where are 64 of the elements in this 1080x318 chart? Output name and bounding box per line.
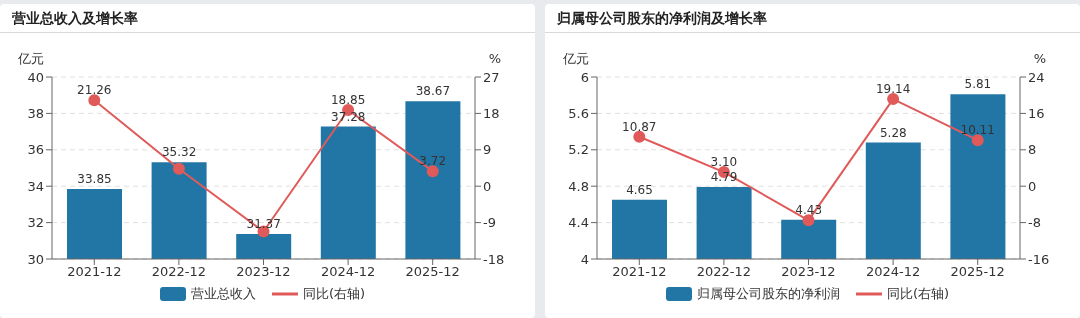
y2-axis-title: % <box>1033 51 1047 66</box>
x-tick-label: 2024-12 <box>320 264 376 280</box>
y2-tick-label: 9 <box>483 142 492 158</box>
x-tick-label: 2023-12 <box>781 264 836 280</box>
point <box>88 94 101 107</box>
y2-tick-label: 0 <box>1028 178 1037 194</box>
y2-tick-label: 16 <box>1028 106 1045 122</box>
legend-label: 同比(右轴) <box>886 285 950 303</box>
x-tick-label: 2025-12 <box>405 264 460 280</box>
point <box>971 134 984 147</box>
x-tick-label: 2025-12 <box>950 264 1005 280</box>
y2-tick-label: -8 <box>1028 215 1041 231</box>
y2-tick-label: -18 <box>483 251 505 267</box>
y2-axis-title: % <box>488 51 502 66</box>
x-tick-label: 2023-12 <box>236 264 291 280</box>
y2-tick-label: 18 <box>483 106 500 122</box>
y-tick-label: 38 <box>27 106 44 122</box>
x-tick-label: 2022-12 <box>151 264 207 280</box>
chart-title: 营业总收入及增长率 <box>0 4 535 33</box>
x-tick-label: 2024-12 <box>865 264 921 280</box>
y-tick-label: 6 <box>580 69 589 85</box>
data-label: 18.85 <box>330 92 366 107</box>
y2-tick-label: 8 <box>1028 142 1037 158</box>
y-tick-label: 40 <box>27 69 44 85</box>
y2-tick-label: 24 <box>1028 69 1045 85</box>
chart-title: 归属母公司股东的净利润及增长率 <box>545 4 1080 33</box>
legend-label: 营业总收入 <box>190 285 256 303</box>
y2-tick-label: 27 <box>483 69 500 85</box>
legend-label: 归属母公司股东的净利润 <box>696 285 840 303</box>
data-label: 19.14 <box>875 82 911 97</box>
data-label: 3.72 <box>419 154 447 169</box>
y2-tick-label: 0 <box>483 178 492 194</box>
data-label: 21.26 <box>77 83 112 98</box>
point <box>887 93 900 106</box>
point <box>172 162 185 175</box>
y-tick-label: 36 <box>27 142 44 158</box>
y-tick-label: 4.8 <box>568 178 589 194</box>
point <box>426 165 439 178</box>
y2-tick-label: -9 <box>483 215 496 231</box>
y-tick-label: 4 <box>580 251 589 267</box>
y-tick-label: 30 <box>27 251 44 267</box>
data-label: 10.87 <box>622 119 657 134</box>
data-label: 35.32 <box>161 145 197 160</box>
y-tick-label: 5.6 <box>568 106 589 122</box>
data-label: 33.85 <box>77 171 112 186</box>
y-axis-title: 亿元 <box>17 51 44 66</box>
point <box>802 214 815 227</box>
x-tick-label: 2021-12 <box>67 264 122 280</box>
y-tick-label: 32 <box>27 215 44 231</box>
point <box>633 130 646 143</box>
data-label: 10.11 <box>960 123 995 138</box>
y-tick-label: 4.4 <box>568 215 589 231</box>
data-label: 5.81 <box>964 77 992 92</box>
y2-tick-label: -16 <box>1028 251 1050 267</box>
data-label: 5.28 <box>879 125 907 140</box>
x-tick-label: 2022-12 <box>696 264 752 280</box>
y-tick-label: 5.2 <box>568 142 589 158</box>
data-label: 38.67 <box>415 84 451 99</box>
x-tick-label: 2021-12 <box>612 264 667 280</box>
data-label: 4.65 <box>626 182 653 197</box>
data-label: 3.10 <box>710 155 738 170</box>
y-tick-label: 34 <box>27 178 44 194</box>
y-axis-title: 亿元 <box>562 51 589 66</box>
legend-label: 同比(右轴) <box>302 285 366 303</box>
